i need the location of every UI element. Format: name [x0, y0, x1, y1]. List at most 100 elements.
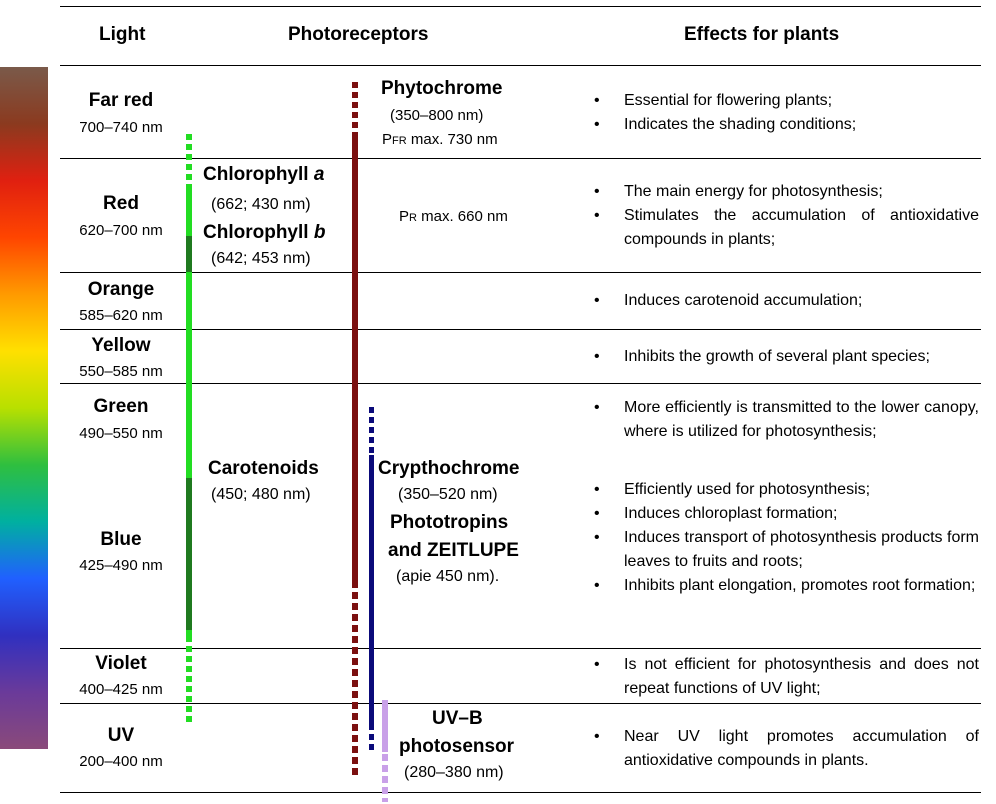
uvb-bar	[382, 700, 388, 752]
phototropins-line1: Phototropins	[390, 512, 509, 533]
phototropins-line2: and ZEITLUPE	[388, 540, 519, 561]
cryptochrome-range: (350–520 nm)	[398, 486, 498, 503]
light-name-far-red: Far red	[88, 90, 154, 111]
effect-text: Induces transport of photosynthesis prod…	[624, 529, 979, 570]
effect-text: Inhibits the growth of several plant spe…	[624, 348, 930, 365]
effects-uv: • Near UV light promotes accumulation of …	[594, 725, 979, 773]
cryptochrome-name: Crypthochrome	[378, 458, 520, 479]
effect-text: Efficiently used for photosynthesis;	[624, 481, 871, 498]
light-range-uv: 200–400 nm	[79, 753, 163, 770]
row-divider	[60, 272, 981, 273]
effects-blue: • Efficiently used for photosynthesis; • I…	[594, 478, 979, 598]
light-name-green: Green	[93, 396, 149, 417]
chlorophyll-bar-dark-lower	[186, 478, 192, 630]
pr-prefix: P	[399, 208, 410, 225]
carotenoids-name: Carotenoids	[208, 458, 319, 479]
effects-yellow: • Inhibits the growth of several plant sp…	[594, 345, 979, 369]
table-top-line	[60, 6, 981, 7]
effect-text: Inhibits plant elongation, promotes root…	[624, 577, 976, 594]
chlorophyll-b-range: (642; 453 nm)	[211, 250, 311, 267]
effects-orange: • Induces carotenoid accumulation;	[594, 289, 979, 313]
row-divider	[60, 648, 981, 649]
phytochrome-bar	[352, 132, 358, 588]
effects-violet: • Is not efficient for photosynthesis and…	[594, 653, 979, 701]
header-photoreceptors: Photoreceptors	[288, 24, 429, 45]
chlorophyll-dotted-bar-bottom	[186, 636, 192, 724]
effect-text: Induces chloroplast formation;	[624, 505, 838, 522]
cryptochrome-dotted-bar-top	[369, 407, 374, 455]
chlorophyll-a-label: Chlorophyll	[203, 164, 314, 185]
uvb-line1: UV–B	[432, 708, 483, 729]
header-divider	[60, 65, 981, 66]
effect-item: • Essential for flowering plants;	[594, 92, 833, 109]
effect-text: Near UV light promotes accumulation of a…	[624, 728, 979, 769]
effect-item: • Indicates the shading conditions;	[594, 116, 857, 133]
effect-item: • Near UV light promotes accumulation of …	[594, 728, 979, 769]
light-name-yellow: Yellow	[91, 335, 151, 356]
light-name-uv: UV	[107, 725, 135, 746]
light-range-blue: 425–490 nm	[79, 557, 163, 574]
light-range-orange: 585–620 nm	[79, 307, 163, 324]
effect-item: • Efficiently used for photosynthesis;	[594, 481, 871, 498]
effect-text: Induces carotenoid accumulation;	[624, 292, 863, 309]
phytochrome-range: (350–800 nm)	[390, 107, 484, 124]
effect-text: Is not efficient for photosynthesis and …	[624, 656, 979, 697]
effect-text: Essential for flowering plants;	[624, 92, 833, 109]
chlorophyll-b-letter: b	[313, 222, 326, 243]
phytochrome-pfr-max: PFR max. 730 nm	[382, 131, 498, 148]
spectrum-strip	[0, 67, 48, 749]
uvb-line2: photosensor	[399, 736, 515, 757]
effect-item: • Induces carotenoid accumulation;	[594, 292, 863, 309]
uvb-dotted-bar-bottom	[382, 754, 388, 802]
row-divider	[60, 329, 981, 330]
chlorophyll-b-label: Chlorophyll	[203, 222, 314, 243]
row-divider	[60, 703, 981, 704]
cryptochrome-dotted-bar-bottom	[369, 734, 374, 754]
header-effects: Effects for plants	[684, 24, 840, 45]
effect-text: Indicates the shading conditions;	[624, 116, 857, 133]
light-name-red: Red	[103, 193, 139, 214]
effect-item: • Stimulates the accumulation of antioxid…	[594, 207, 979, 248]
effect-item: • The main energy for photosynthesis;	[594, 183, 883, 200]
effect-item: • More efficiently is transmitted to the …	[594, 399, 979, 440]
phytochrome-name: Phytochrome	[381, 78, 503, 99]
effect-text: The main energy for photosynthesis;	[624, 183, 883, 200]
uvb-range: (280–380 nm)	[404, 764, 504, 781]
phytochrome-dotted-bar-bottom	[352, 592, 358, 778]
pfr-prefix: P	[382, 131, 393, 148]
effect-text: More efficiently is transmitted to the l…	[624, 399, 979, 440]
effects-red: • The main energy for photosynthesis; • St…	[594, 180, 979, 252]
effect-item: • Induces chloroplast formation;	[594, 505, 838, 522]
effects-green: • More efficiently is transmitted to the …	[594, 396, 979, 444]
light-range-yellow: 550–585 nm	[79, 363, 163, 380]
effect-item: • Is not efficient for photosynthesis and…	[594, 656, 979, 697]
pfr-text: max. 730 nm	[406, 131, 498, 148]
effects-far-red: • Essential for flowering plants; • Indica…	[594, 89, 979, 137]
effect-item: • Inhibits the growth of several plant sp…	[594, 348, 930, 365]
chlorophyll-a-range: (662; 430 nm)	[211, 196, 311, 213]
effect-item: • Inhibits plant elongation, promotes roo…	[594, 577, 976, 594]
cryptochrome-bar	[369, 455, 374, 730]
chlorophyll-a-letter: a	[313, 164, 325, 185]
carotenoids-range: (450; 480 nm)	[211, 486, 311, 503]
light-range-red: 620–700 nm	[79, 222, 163, 239]
chlorophyll-a-name: Chlorophyll a	[203, 164, 324, 186]
pr-text: max. 660 nm	[416, 208, 508, 225]
light-range-green: 490–550 nm	[79, 425, 163, 442]
light-name-orange: Orange	[87, 279, 155, 300]
row-divider	[60, 158, 981, 159]
pr-subscript: R	[409, 212, 417, 224]
light-range-far-red: 700–740 nm	[79, 119, 163, 136]
phytochrome-pr-max: PR max. 660 nm	[399, 208, 508, 225]
chlorophyll-bar-dark-upper	[186, 236, 192, 272]
chlorophyll-bar-light	[186, 184, 192, 636]
light-name-blue: Blue	[100, 529, 142, 550]
effect-item: • Induces transport of photosynthesis pro…	[594, 529, 979, 570]
phytochrome-dotted-bar-top	[352, 82, 358, 132]
row-divider	[60, 383, 981, 384]
light-range-violet: 400–425 nm	[79, 681, 163, 698]
effect-text: Stimulates the accumulation of antioxida…	[624, 207, 979, 248]
chlorophyll-b-name: Chlorophyll b	[203, 222, 325, 244]
phototropins-range: (apie 450 nm).	[396, 568, 500, 585]
chlorophyll-dotted-bar-top	[186, 134, 192, 184]
